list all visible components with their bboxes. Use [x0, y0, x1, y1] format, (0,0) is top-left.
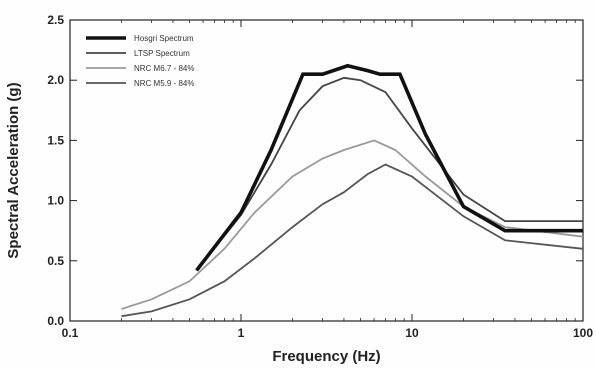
series-line-nrc-m5-9-84	[121, 163, 584, 318]
legend-label: Hosgri Spectrum	[134, 34, 194, 43]
series-line-hosgri-spectrum	[195, 63, 583, 272]
x-axis-title: Frequency (Hz)	[272, 348, 380, 365]
x-tick-label: 1	[238, 326, 245, 340]
x-tick-label: 0.1	[62, 326, 79, 340]
y-tick-label: 0.5	[47, 254, 64, 268]
plot-frame	[69, 19, 584, 322]
x-tick-label: 10	[405, 326, 419, 340]
legend-label: NRC M6.7 - 84%	[134, 64, 194, 73]
legend-label: NRC M5.9 - 84%	[134, 79, 194, 88]
y-tick-label: 1.5	[47, 133, 64, 147]
y-tick-label: 1.0	[47, 194, 64, 208]
legend: Hosgri Spectrum LTSP Spectrum NRC M6.7 - 8…	[86, 34, 194, 88]
y-tick-label: 2.0	[47, 73, 64, 87]
series-line-ltsp-spectrum	[195, 76, 583, 271]
plot-layer: 0.1 1 10 100 0.0 0.5 1.0 1.5 2.0 2.5	[47, 13, 593, 340]
legend-label: LTSP Spectrum	[134, 49, 190, 58]
y-tick-label: 2.5	[47, 13, 64, 27]
series-line-nrc-m6-7-84	[121, 139, 584, 310]
y-tick-label: 0.0	[47, 314, 64, 328]
y-axis-title: Spectral Acceleration (g)	[5, 82, 22, 258]
x-tick-label: 100	[573, 326, 593, 340]
